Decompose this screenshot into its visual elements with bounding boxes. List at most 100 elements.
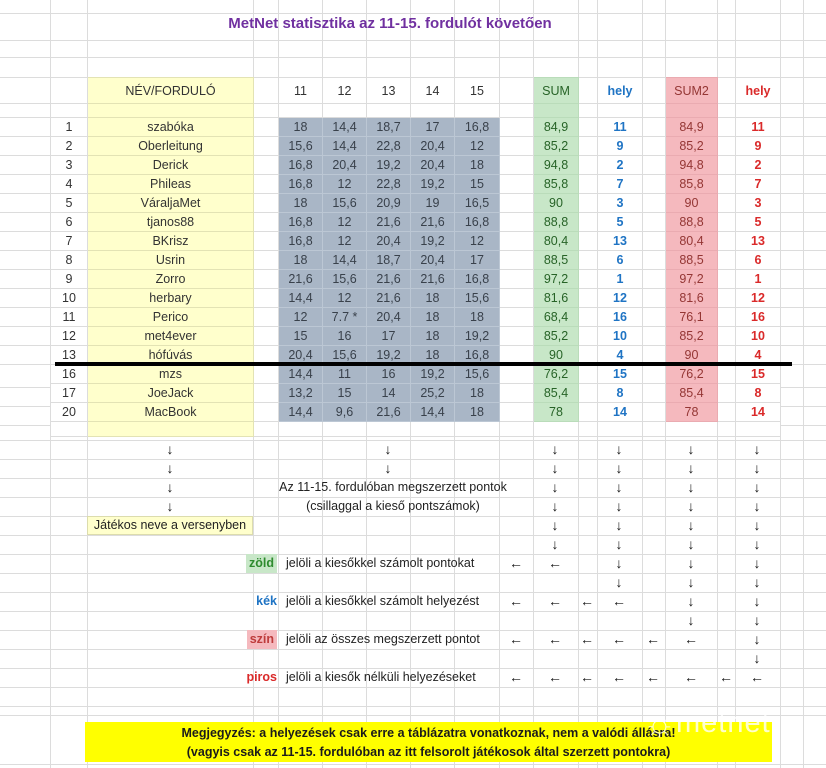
round-header-11[interactable]: 11 — [278, 77, 323, 104]
cell[interactable] — [50, 103, 88, 118]
gap-cell[interactable] — [717, 174, 736, 194]
gap-cell[interactable] — [253, 402, 279, 422]
cell[interactable] — [87, 421, 254, 437]
gap-cell[interactable] — [578, 193, 598, 213]
sum2-cell[interactable]: 88,5 — [665, 250, 718, 270]
gap-cell[interactable] — [642, 212, 666, 232]
gap-cell[interactable] — [642, 136, 666, 156]
round-value-cell[interactable]: 21,6 — [410, 212, 455, 232]
cell[interactable] — [533, 103, 579, 118]
sum2-cell[interactable]: 80,4 — [665, 231, 718, 251]
hely2-cell[interactable]: 9 — [735, 136, 781, 156]
gap-cell[interactable] — [499, 250, 534, 270]
round-value-cell[interactable]: 19,2 — [410, 174, 455, 194]
cell[interactable] — [533, 421, 579, 437]
row-number[interactable]: 1 — [50, 117, 88, 137]
player-name-cell[interactable]: mzs — [87, 364, 254, 384]
gap-cell[interactable] — [717, 364, 736, 384]
round-header-15[interactable]: 15 — [454, 77, 500, 104]
hely2-cell[interactable]: 5 — [735, 212, 781, 232]
gap-cell[interactable] — [253, 136, 279, 156]
gap-cell[interactable] — [253, 345, 279, 365]
round-value-cell[interactable]: 21,6 — [366, 288, 411, 308]
round-header-14[interactable]: 14 — [410, 77, 455, 104]
sum2-cell[interactable]: 85,8 — [665, 174, 718, 194]
round-value-cell[interactable]: 16,8 — [454, 269, 500, 289]
row-number[interactable]: 12 — [50, 326, 88, 346]
cell[interactable] — [87, 103, 254, 118]
gap-cell[interactable] — [717, 231, 736, 251]
player-name-cell[interactable]: Perico — [87, 307, 254, 327]
cell[interactable] — [735, 421, 781, 437]
cell[interactable] — [253, 103, 279, 118]
round-value-cell[interactable]: 18 — [278, 193, 323, 213]
hely2-cell[interactable]: 2 — [735, 155, 781, 175]
corner-blank-cell[interactable] — [50, 77, 88, 104]
cell[interactable] — [278, 421, 323, 437]
round-value-cell[interactable]: 18,7 — [366, 117, 411, 137]
cell[interactable] — [717, 103, 736, 118]
gap-cell[interactable] — [717, 193, 736, 213]
round-value-cell[interactable]: 21,6 — [366, 212, 411, 232]
gap-cell[interactable] — [642, 345, 666, 365]
sum-cell[interactable]: 94,8 — [533, 155, 579, 175]
round-value-cell[interactable]: 18 — [454, 383, 500, 403]
round-value-cell[interactable]: 15,6 — [454, 364, 500, 384]
player-name-cell[interactable]: JoeJack — [87, 383, 254, 403]
hely-cell[interactable]: 13 — [597, 231, 643, 251]
gap-cell[interactable] — [642, 288, 666, 308]
gap-cell[interactable] — [499, 326, 534, 346]
cell[interactable] — [278, 103, 323, 118]
round-value-cell[interactable]: 20,4 — [366, 307, 411, 327]
hely-header[interactable]: hely — [597, 77, 643, 104]
round-value-cell[interactable]: 17 — [454, 250, 500, 270]
gap-cell[interactable] — [578, 250, 598, 270]
cell[interactable] — [366, 103, 411, 118]
round-value-cell[interactable]: 20,4 — [410, 136, 455, 156]
round-value-cell[interactable]: 15,6 — [278, 136, 323, 156]
cell[interactable] — [642, 421, 666, 437]
gap-cell[interactable] — [717, 307, 736, 327]
round-value-cell[interactable]: 16,8 — [278, 155, 323, 175]
gap-cell[interactable] — [253, 77, 279, 104]
sum-cell[interactable]: 84,9 — [533, 117, 579, 137]
gap-cell[interactable] — [253, 212, 279, 232]
round-value-cell[interactable]: 11 — [322, 364, 367, 384]
row-number[interactable]: 5 — [50, 193, 88, 213]
sum-cell[interactable]: 88,8 — [533, 212, 579, 232]
sum2-cell[interactable]: 78 — [665, 402, 718, 422]
hely2-cell[interactable]: 14 — [735, 402, 781, 422]
hely-cell[interactable]: 14 — [597, 402, 643, 422]
player-name-cell[interactable]: Oberleitung — [87, 136, 254, 156]
player-name-cell[interactable]: szabóka — [87, 117, 254, 137]
hely-cell[interactable]: 12 — [597, 288, 643, 308]
round-value-cell[interactable]: 25,2 — [410, 383, 455, 403]
cell[interactable] — [665, 421, 718, 437]
round-value-cell[interactable]: 19 — [410, 193, 455, 213]
hely2-cell[interactable]: 10 — [735, 326, 781, 346]
gap-cell[interactable] — [499, 383, 534, 403]
cell[interactable] — [717, 421, 736, 437]
row-number[interactable]: 10 — [50, 288, 88, 308]
hely-cell[interactable]: 7 — [597, 174, 643, 194]
player-name-cell[interactable]: hófúvás — [87, 345, 254, 365]
gap-cell[interactable] — [499, 193, 534, 213]
player-name-cell[interactable]: herbary — [87, 288, 254, 308]
cell[interactable] — [499, 103, 534, 118]
sum2-cell[interactable]: 85,4 — [665, 383, 718, 403]
hely2-cell[interactable]: 4 — [735, 345, 781, 365]
sum2-cell[interactable]: 85,2 — [665, 326, 718, 346]
cell[interactable] — [735, 103, 781, 118]
player-name-cell[interactable]: Derick — [87, 155, 254, 175]
sum2-cell[interactable]: 81,6 — [665, 288, 718, 308]
gap-cell[interactable] — [578, 326, 598, 346]
round-value-cell[interactable]: 16,8 — [278, 231, 323, 251]
gap-cell[interactable] — [717, 402, 736, 422]
gap-cell[interactable] — [717, 250, 736, 270]
cell[interactable] — [410, 421, 455, 437]
round-value-cell[interactable]: 20,4 — [322, 155, 367, 175]
cell[interactable] — [50, 421, 88, 437]
cell[interactable] — [410, 103, 455, 118]
sum2-cell[interactable]: 97,2 — [665, 269, 718, 289]
row-number[interactable]: 7 — [50, 231, 88, 251]
